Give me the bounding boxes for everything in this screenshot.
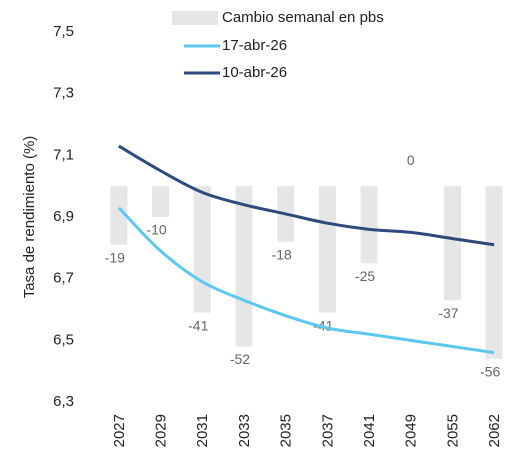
legend-label: 10-abr-26 xyxy=(222,64,287,81)
y-tick-label: 6,5 xyxy=(53,331,74,348)
bar xyxy=(152,186,170,217)
y-tick-label: 7,1 xyxy=(53,146,74,163)
value-label: -41 xyxy=(188,317,208,333)
value-label: -19 xyxy=(105,249,125,265)
x-tick-label: 2029 xyxy=(153,414,170,447)
value-label: -10 xyxy=(146,222,166,238)
value-label: -25 xyxy=(355,268,375,284)
x-tick-label: 2027 xyxy=(111,414,128,447)
x-tick-label: 2062 xyxy=(486,414,503,447)
bar xyxy=(318,186,336,313)
legend-swatch xyxy=(172,11,218,25)
bar xyxy=(485,186,503,359)
x-tick-label: 2031 xyxy=(194,414,211,447)
value-label: -37 xyxy=(438,305,458,321)
bar xyxy=(360,186,378,264)
y-tick-label: 6,3 xyxy=(53,393,74,410)
line xyxy=(118,144,495,247)
y-axis-label: Tasa de rendimiento (%) xyxy=(21,136,38,299)
y-tick-label: 7,3 xyxy=(53,85,74,102)
x-tick-label: 2041 xyxy=(361,414,378,447)
value-label: -52 xyxy=(230,351,250,367)
bar xyxy=(235,186,253,347)
x-tick-label: 2033 xyxy=(236,414,253,447)
y-tick-label: 7,5 xyxy=(53,23,74,40)
bar xyxy=(443,186,461,301)
y-tick-label: 6,9 xyxy=(53,208,74,225)
bar xyxy=(193,186,211,313)
line xyxy=(117,206,495,355)
legend-label: Cambio semanal en pbs xyxy=(222,9,384,26)
y-tick-label: 6,7 xyxy=(53,270,74,287)
value-label: -56 xyxy=(480,364,500,380)
x-tick-label: 2037 xyxy=(319,414,336,447)
x-tick-label: 2049 xyxy=(403,414,420,447)
x-tick-label: 2055 xyxy=(444,414,461,447)
legend-label: 17-abr-26 xyxy=(222,37,287,54)
x-tick-label: 2035 xyxy=(278,414,295,447)
value-label: -18 xyxy=(272,246,292,262)
value-label: 0 xyxy=(407,152,415,168)
bar xyxy=(110,186,128,245)
